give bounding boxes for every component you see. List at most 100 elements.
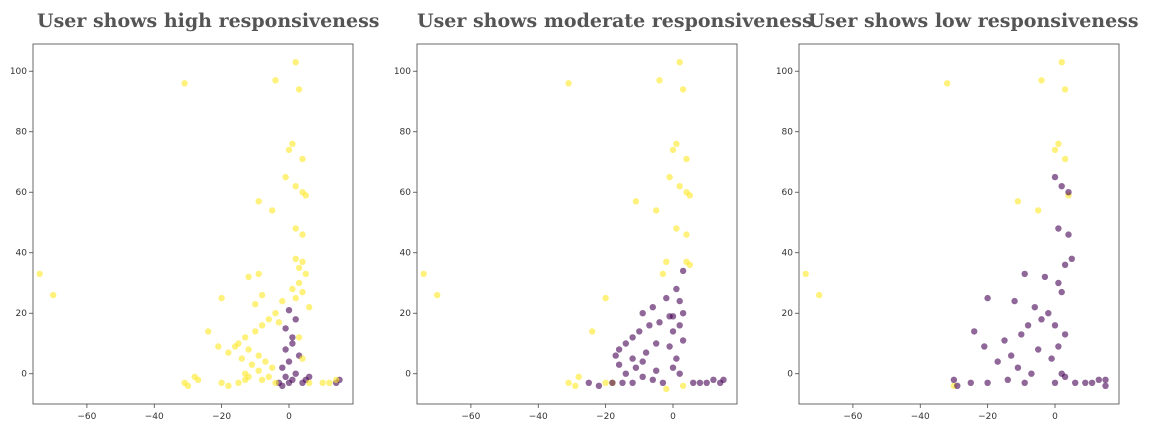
x-tick-label: −60 xyxy=(77,412,96,422)
scatter-point-yellow xyxy=(269,207,276,214)
scatter-point-yellow xyxy=(272,77,279,84)
y-tick-label: 40 xyxy=(16,249,28,259)
scatter-point-yellow xyxy=(666,173,673,181)
scatter-point-purple xyxy=(1045,310,1052,317)
scatter-point-purple xyxy=(1072,379,1079,386)
scatter-point-yellow xyxy=(676,183,683,190)
x-tick-label: −40 xyxy=(911,412,930,422)
scatter-point-yellow xyxy=(265,373,272,380)
scatter-point-purple xyxy=(656,319,663,326)
scatter-point-purple xyxy=(615,346,623,353)
scatter-point-purple xyxy=(690,379,697,386)
y-tick-label: 80 xyxy=(782,128,794,138)
y-tick-label: 20 xyxy=(400,309,412,319)
scatter-point-yellow xyxy=(679,382,687,389)
scatter-point-purple xyxy=(1018,331,1025,338)
x-tick-label: −60 xyxy=(843,412,862,422)
scatter-point-yellow xyxy=(306,379,313,386)
scatter-point-purple xyxy=(1035,346,1042,353)
scatter-point-yellow xyxy=(659,270,667,278)
scatter-point-purple xyxy=(994,358,1001,365)
scatter-point-yellow xyxy=(205,328,212,335)
scatter-point-yellow xyxy=(252,301,259,308)
chart-panel-high: User shows high responsiveness −60 −40 −20… xyxy=(0,0,380,432)
scatter-point-purple xyxy=(1102,382,1109,389)
y-tick-label: 0 xyxy=(405,370,411,380)
scatter-point-purple xyxy=(1068,255,1075,262)
scatter-point-yellow xyxy=(258,376,266,383)
x-tick-label: −20 xyxy=(596,412,615,422)
scatter-point-purple xyxy=(622,370,629,377)
scatter-point-yellow xyxy=(602,294,609,302)
y-tick-label: 20 xyxy=(782,309,794,319)
scatter-plot-moderate: −60 −40 −20 0 0 20 40 60 80 100 xyxy=(394,43,738,422)
scatter-point-purple xyxy=(612,352,619,359)
scatter-point-yellow xyxy=(1051,146,1059,154)
scatter-point-yellow xyxy=(295,86,303,93)
scatter-point-purple xyxy=(285,358,293,365)
scatter-point-yellow xyxy=(802,270,809,278)
y-tick-label: 0 xyxy=(21,370,27,380)
scatter-point-purple xyxy=(653,367,660,374)
x-tick-label: −40 xyxy=(145,412,164,422)
scatter-point-yellow xyxy=(673,140,680,147)
scatter-point-yellow xyxy=(238,355,245,362)
scatter-point-purple xyxy=(1055,343,1062,350)
scatter-point-yellow xyxy=(36,270,43,278)
scatter-point-yellow xyxy=(676,59,683,66)
x-tick-label: 0 xyxy=(670,412,676,422)
scatter-point-yellow xyxy=(265,316,272,323)
y-tick-label: 40 xyxy=(782,249,794,259)
scatter-point-yellow xyxy=(1014,198,1022,205)
scatter-point-yellow xyxy=(669,146,677,154)
scatter-point-purple xyxy=(676,322,683,329)
scatter-point-purple xyxy=(984,379,991,386)
scatter-point-yellow xyxy=(1055,140,1062,147)
scatter-point-purple xyxy=(1065,189,1072,196)
scatter-point-purple xyxy=(306,373,313,380)
scatter-point-purple xyxy=(1088,379,1096,386)
scatter-point-purple xyxy=(289,334,296,341)
scatter-point-purple xyxy=(1024,322,1032,329)
scatter-point-yellow xyxy=(944,80,951,87)
scatter-point-purple xyxy=(279,382,286,389)
scatter-point-purple xyxy=(1004,376,1011,383)
scatter-point-purple xyxy=(639,358,646,365)
scatter-point-yellow xyxy=(816,291,823,299)
scatter-point-yellow xyxy=(1058,59,1065,66)
scatter-point-purple xyxy=(1055,279,1062,287)
scatter-point-purple xyxy=(1095,376,1102,383)
scatter-point-purple xyxy=(1028,370,1035,377)
scatter-point-yellow xyxy=(653,207,660,214)
scatter-point-purple xyxy=(629,355,636,362)
scatter-point-yellow xyxy=(292,183,299,190)
scatter-point-yellow xyxy=(292,294,299,302)
scatter-point-purple xyxy=(1038,316,1045,323)
scatter-point-purple xyxy=(679,337,687,344)
scatter-point-yellow xyxy=(289,285,296,293)
scatter-point-purple xyxy=(289,376,296,383)
chart-title: User shows high responsiveness xyxy=(37,10,380,32)
scatter-point-purple xyxy=(679,267,687,275)
scatter-point-yellow xyxy=(575,373,582,380)
scatter-point-yellow xyxy=(245,273,252,281)
x-tick-label: −40 xyxy=(529,412,548,422)
scatter-point-purple xyxy=(676,297,683,305)
scatter-point-yellow xyxy=(299,288,306,296)
scatter-point-purple xyxy=(289,340,296,347)
scatter-point-purple xyxy=(696,379,704,386)
scatter-point-yellow xyxy=(191,373,198,380)
scatter-point-purple xyxy=(1061,261,1069,268)
x-tick-label: −20 xyxy=(212,412,231,422)
scatter-point-yellow xyxy=(572,382,579,389)
scatter-point-purple xyxy=(1058,183,1065,190)
scatter-point-yellow xyxy=(1061,155,1069,163)
scatter-point-yellow xyxy=(333,376,340,383)
scatter-point-yellow xyxy=(225,382,232,389)
scatter-point-yellow xyxy=(272,310,279,317)
scatter-point-yellow xyxy=(299,155,306,163)
y-tick-label: 100 xyxy=(394,67,411,77)
scatter-point-yellow xyxy=(686,192,693,199)
y-tick-label: 100 xyxy=(10,67,27,77)
scatter-point-yellow xyxy=(679,86,687,93)
